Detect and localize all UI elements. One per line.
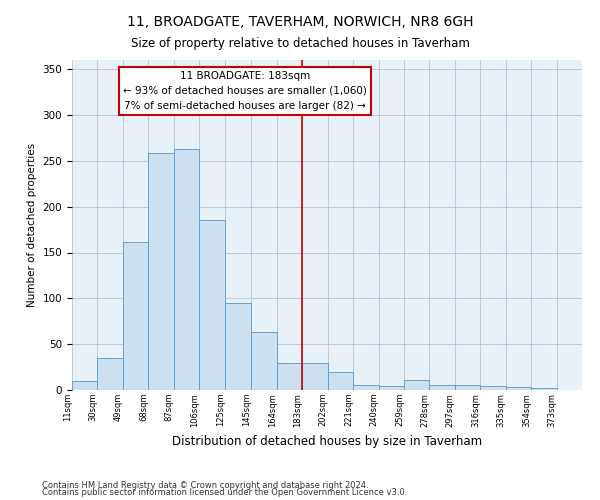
Text: Contains HM Land Registry data © Crown copyright and database right 2024.: Contains HM Land Registry data © Crown c…	[42, 480, 368, 490]
Text: 11, BROADGATE, TAVERHAM, NORWICH, NR8 6GH: 11, BROADGATE, TAVERHAM, NORWICH, NR8 6G…	[127, 15, 473, 29]
Bar	[404, 380, 430, 390]
Bar	[199, 220, 224, 390]
Bar	[582, 388, 600, 390]
Bar	[455, 386, 480, 390]
Bar	[430, 384, 455, 390]
Bar	[302, 364, 328, 390]
Bar	[97, 358, 123, 390]
Y-axis label: Number of detached properties: Number of detached properties	[27, 143, 37, 307]
Bar	[379, 386, 404, 390]
Bar	[506, 387, 531, 390]
Bar	[72, 381, 97, 390]
Bar	[174, 149, 199, 390]
Bar	[531, 388, 557, 390]
Text: 11 BROADGATE: 183sqm
← 93% of detached houses are smaller (1,060)
7% of semi-det: 11 BROADGATE: 183sqm ← 93% of detached h…	[123, 71, 367, 110]
Bar	[328, 372, 353, 390]
X-axis label: Distribution of detached houses by size in Taverham: Distribution of detached houses by size …	[172, 435, 482, 448]
Bar	[224, 303, 251, 390]
Bar	[353, 386, 379, 390]
Bar	[251, 332, 277, 390]
Text: Size of property relative to detached houses in Taverham: Size of property relative to detached ho…	[131, 38, 469, 51]
Bar	[148, 154, 174, 390]
Bar	[480, 386, 506, 390]
Bar	[277, 364, 302, 390]
Text: Contains public sector information licensed under the Open Government Licence v3: Contains public sector information licen…	[42, 488, 407, 497]
Bar	[123, 242, 148, 390]
